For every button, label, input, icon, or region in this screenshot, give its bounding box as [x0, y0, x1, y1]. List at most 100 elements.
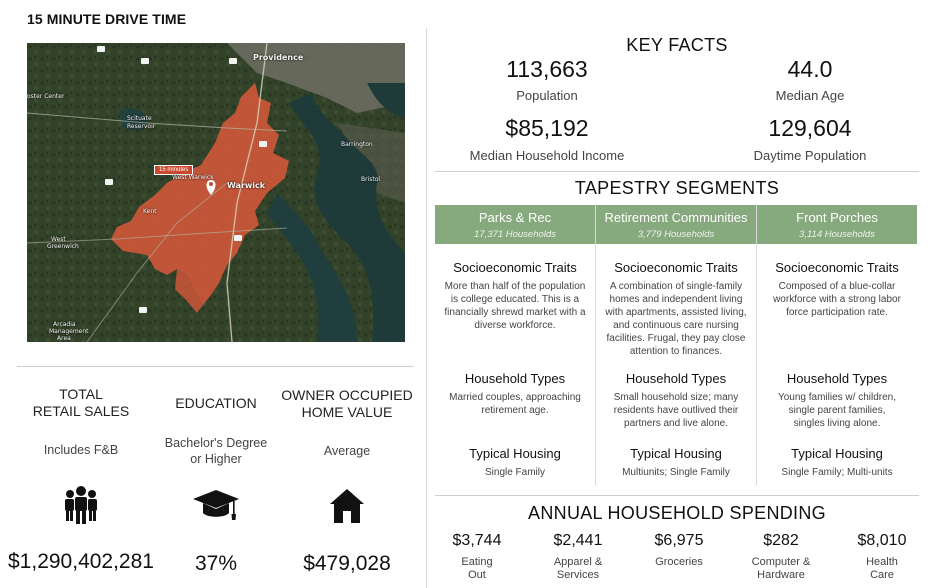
daytime-population-label: Daytime Population	[753, 148, 867, 163]
stat-retail-sales-heading: TOTAL RETAIL SALES	[11, 386, 151, 420]
spending-value: $282	[763, 532, 799, 549]
segment-households: 3,114 Households	[799, 229, 875, 240]
stat-head-line2: HOME VALUE	[301, 404, 393, 420]
segment-households: 17,371 Households	[474, 229, 556, 240]
text-line: Young families w/ children,	[777, 392, 897, 403]
segment-divider	[756, 205, 757, 485]
text-line: partners and live alone.	[624, 418, 728, 429]
tapestry-title: TAPESTRY SEGMENTS	[574, 178, 780, 198]
household-types-text: Small household size; many residents hav…	[596, 391, 756, 430]
map-label-west-greenwich: West	[51, 236, 66, 243]
text-line: Single Family	[484, 467, 546, 478]
median-income-label: Median Household Income	[469, 148, 625, 163]
stat-education-sub-2: or Higher	[190, 452, 242, 466]
text-line: retirement age.	[481, 405, 549, 416]
spending-value: $2,441	[553, 532, 603, 549]
segment-name: Parks & Rec	[478, 210, 552, 225]
road-shield	[234, 235, 242, 241]
spending-label: Computer & Hardware	[731, 556, 831, 582]
text-line: diverse workforce.	[474, 320, 556, 331]
text-line: Composed of a blue-collar	[778, 281, 896, 292]
segment-header-retirement: Retirement Communities 3,779 Households	[596, 205, 756, 244]
map-label-scituate: Scituate	[127, 115, 152, 122]
spending-label-line: Computer &	[751, 556, 811, 568]
socio-heading: Socioeconomic Traits	[453, 260, 577, 275]
text-line: residents have outlived their	[613, 405, 739, 416]
spending-label-line: Out	[468, 569, 486, 581]
people-group-icon	[11, 485, 151, 525]
home-value-value: $479,028	[303, 552, 391, 575]
segment-households: 3,779 Households	[637, 229, 715, 240]
segment-header-front-porches: Front Porches 3,114 Households	[757, 205, 917, 244]
stat-head-line1: TOTAL	[59, 386, 103, 402]
key-facts-divider	[435, 171, 919, 172]
road-shield	[97, 46, 105, 52]
spending-label: Eating Out	[427, 556, 527, 582]
household-types-text: Young families w/ children, single paren…	[757, 391, 917, 430]
stat-head-line1: OWNER OCCUPIED	[281, 387, 413, 403]
spending-label-line: Eating	[461, 556, 493, 568]
road-shield	[259, 141, 267, 147]
spending-label: Groceries	[629, 556, 729, 569]
spending-computer: $282 Computer & Hardware	[731, 532, 831, 582]
graduation-cap-icon	[146, 488, 286, 522]
text-line: with apartments, assisted living,	[605, 307, 747, 318]
road-shield	[141, 58, 149, 64]
drive-time-tag: 15 minutes	[154, 165, 194, 175]
map-label-foster-center: oster Center	[27, 93, 65, 100]
spending-value: $6,975	[654, 532, 704, 549]
household-types-heading: Household Types	[625, 371, 727, 386]
typical-housing-heading: Typical Housing	[630, 446, 722, 461]
segment-header-parks-rec: Parks & Rec 17,371 Households	[435, 205, 595, 244]
map-label-warwick: Warwick	[227, 181, 266, 190]
spending-health-care: $8,010 Health Care	[832, 532, 932, 582]
stat-home-value-sub: Average	[323, 444, 371, 458]
text-line: workforce with a strong labor	[773, 294, 901, 305]
segment-column-parks-rec: Socioeconomic Traits More than half of t…	[435, 244, 595, 484]
spending-title: ANNUAL HOUSEHOLD SPENDING	[528, 503, 826, 523]
map-label-west-warwick: West Warwick	[172, 174, 214, 181]
map-label-providence: Providence	[253, 53, 304, 62]
stat-head-line1: EDUCATION	[175, 395, 257, 411]
retail-sales-value: $1,290,402,281	[8, 550, 154, 573]
segment-column-front-porches: Socioeconomic Traits Composed of a blue-…	[757, 244, 917, 484]
household-types-heading: Household Types	[786, 371, 888, 386]
spending-apparel: $2,441 Apparel & Services	[528, 532, 628, 582]
typical-housing-heading: Typical Housing	[469, 446, 561, 461]
text-line: homes and independent living	[609, 294, 743, 305]
socio-heading: Socioeconomic Traits	[775, 260, 899, 275]
stat-retail-sales-sub: Includes F&B	[43, 443, 119, 457]
page-title: 15 MINUTE DRIVE TIME	[27, 11, 187, 27]
population-value: 113,663	[506, 56, 588, 82]
typical-housing-text: Single Family	[435, 466, 595, 479]
map-label-bristol: Bristol	[361, 176, 381, 183]
household-types-heading: Household Types	[464, 371, 566, 386]
stat-home-value-heading: OWNER OCCUPIED HOME VALUE	[277, 387, 417, 421]
text-line: More than half of the population	[444, 281, 586, 292]
drive-time-map[interactable]: Providence oster Center Scituate Reservo…	[27, 43, 405, 342]
map-label-reservoir: Reservoir	[127, 123, 156, 130]
spending-label-line: Services	[556, 569, 600, 581]
map-label-kent: Kent	[143, 208, 157, 215]
text-line: is college educated. This is a	[450, 294, 580, 305]
text-line: Single Family; Multi-units	[781, 467, 893, 478]
daytime-population-value: 129,604	[768, 115, 852, 141]
spending-label: Apparel & Services	[528, 556, 628, 582]
text-line: Married couples, approaching	[449, 392, 581, 403]
text-line: facilities. Frugal, they pay close	[606, 333, 746, 344]
text-line: Small household size; many	[613, 392, 739, 403]
segment-column-retirement: Socioeconomic Traits A combination of si…	[596, 244, 756, 484]
text-line: single parent families,	[788, 405, 886, 416]
typical-housing-text: Multiunits; Single Family	[596, 466, 756, 479]
map-graphic	[27, 43, 405, 342]
socio-text: More than half of the population is coll…	[435, 280, 595, 332]
map-label-barrington: Barrington	[341, 141, 373, 148]
text-line: A combination of single-family	[609, 281, 743, 292]
spending-label-line: Care	[870, 569, 894, 581]
spending-value: $3,744	[452, 532, 502, 549]
road-shield	[139, 307, 147, 313]
column-divider	[426, 28, 427, 588]
tapestry-divider	[435, 495, 919, 496]
education-value: 37%	[194, 552, 238, 575]
socio-heading: Socioeconomic Traits	[614, 260, 738, 275]
